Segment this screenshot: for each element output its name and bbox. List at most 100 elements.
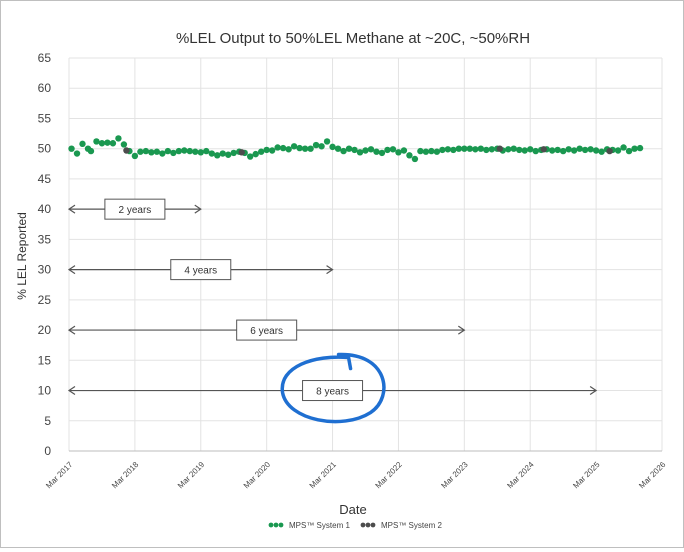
data-point: [123, 147, 130, 154]
data-point: [422, 148, 430, 155]
data-point: [208, 150, 215, 157]
data-point: [576, 145, 583, 152]
data-point: [175, 147, 183, 155]
y-tick-label: 15: [38, 353, 52, 367]
data-point: [73, 150, 81, 157]
data-point: [131, 152, 139, 160]
data-point: [532, 147, 539, 155]
data-point: [620, 144, 627, 151]
data-point: [340, 147, 347, 155]
legend-marker: [360, 522, 366, 528]
data-point: [472, 146, 479, 153]
data-point: [197, 149, 204, 156]
data-point: [378, 149, 386, 157]
data-point: [186, 147, 193, 155]
x-axis-label: Date: [339, 502, 366, 517]
data-point: [606, 147, 613, 155]
data-point: [625, 147, 633, 155]
y-tick-label: 50: [38, 142, 52, 156]
data-points: [68, 135, 644, 163]
x-tick-label: Mar 2018: [110, 460, 141, 491]
duration-arrow: 2 years: [67, 198, 202, 220]
data-point: [488, 146, 495, 153]
data-point: [334, 145, 342, 152]
data-point: [417, 147, 424, 155]
data-point: [373, 148, 380, 155]
data-point: [384, 146, 391, 154]
y-tick-label: 30: [38, 263, 52, 277]
data-point: [104, 139, 111, 146]
data-point: [598, 148, 605, 155]
data-point: [109, 140, 117, 147]
arrow-label: 6 years: [250, 326, 283, 337]
data-point: [246, 153, 254, 160]
data-point: [238, 149, 245, 156]
data-point: [312, 141, 320, 149]
legend-marker: [278, 522, 284, 528]
data-point: [411, 155, 419, 163]
legend-marker: [268, 522, 274, 528]
data-point: [329, 143, 336, 151]
arrow-head-right: [194, 204, 202, 214]
data-point: [192, 148, 199, 155]
arrow-label: 8 years: [316, 387, 349, 398]
x-tick-label: Mar 2024: [505, 460, 536, 491]
data-point: [450, 146, 457, 154]
legend-item: MPS™ System 1: [268, 521, 350, 530]
y-tick-label: 10: [38, 384, 52, 398]
y-tick-label: 20: [38, 323, 52, 337]
y-tick-label: 35: [38, 232, 52, 246]
data-point: [367, 146, 375, 153]
arrow-head-right: [326, 265, 334, 275]
data-point: [455, 145, 463, 152]
data-point: [290, 143, 298, 150]
data-point: [614, 147, 622, 154]
data-point: [274, 144, 281, 151]
legend-label: MPS™ System 1: [289, 521, 350, 530]
data-point: [444, 146, 452, 153]
highlight-circle: [280, 352, 386, 424]
arrow-label-box: [236, 319, 298, 341]
y-tick-label: 25: [38, 293, 52, 307]
arrow-label-box: [170, 259, 232, 281]
data-point: [257, 148, 265, 155]
data-point: [428, 147, 435, 155]
data-point: [307, 145, 314, 152]
data-point: [521, 147, 528, 154]
data-point: [554, 146, 561, 154]
y-tick-label: 0: [44, 444, 51, 458]
data-point: [219, 150, 226, 157]
legend-marker: [370, 522, 376, 528]
y-tick-label: 55: [38, 111, 52, 125]
x-tick-label: Mar 2017: [44, 460, 75, 491]
data-point: [87, 147, 95, 155]
gridlines: [68, 57, 663, 452]
data-point: [164, 147, 172, 155]
duration-arrow: 6 years: [67, 319, 466, 341]
arrow-head-left: [67, 386, 76, 396]
y-tick-label: 65: [38, 51, 52, 65]
data-point: [79, 140, 86, 148]
y-tick-label: 60: [38, 81, 52, 95]
duration-arrow: 4 years: [67, 259, 334, 281]
data-point: [252, 150, 259, 158]
data-point: [406, 152, 413, 159]
data-point: [587, 146, 594, 153]
data-point: [516, 146, 523, 154]
x-tick-labels: Mar 2017 Mar 2018 Mar 2019 Mar 2020 Mar 2021…: [44, 460, 668, 491]
data-point: [115, 135, 122, 142]
data-point: [351, 146, 358, 154]
data-point: [540, 146, 547, 153]
data-point: [137, 148, 144, 155]
y-tick-label: 5: [44, 414, 51, 428]
data-point: [170, 149, 177, 157]
x-tick-label: Mar 2020: [242, 460, 273, 491]
arrow-label: 4 years: [184, 266, 217, 277]
data-point: [505, 146, 512, 153]
data-point: [120, 141, 128, 148]
data-point: [439, 146, 446, 154]
data-point: [159, 150, 166, 157]
data-point: [323, 138, 331, 145]
data-point: [214, 152, 221, 159]
